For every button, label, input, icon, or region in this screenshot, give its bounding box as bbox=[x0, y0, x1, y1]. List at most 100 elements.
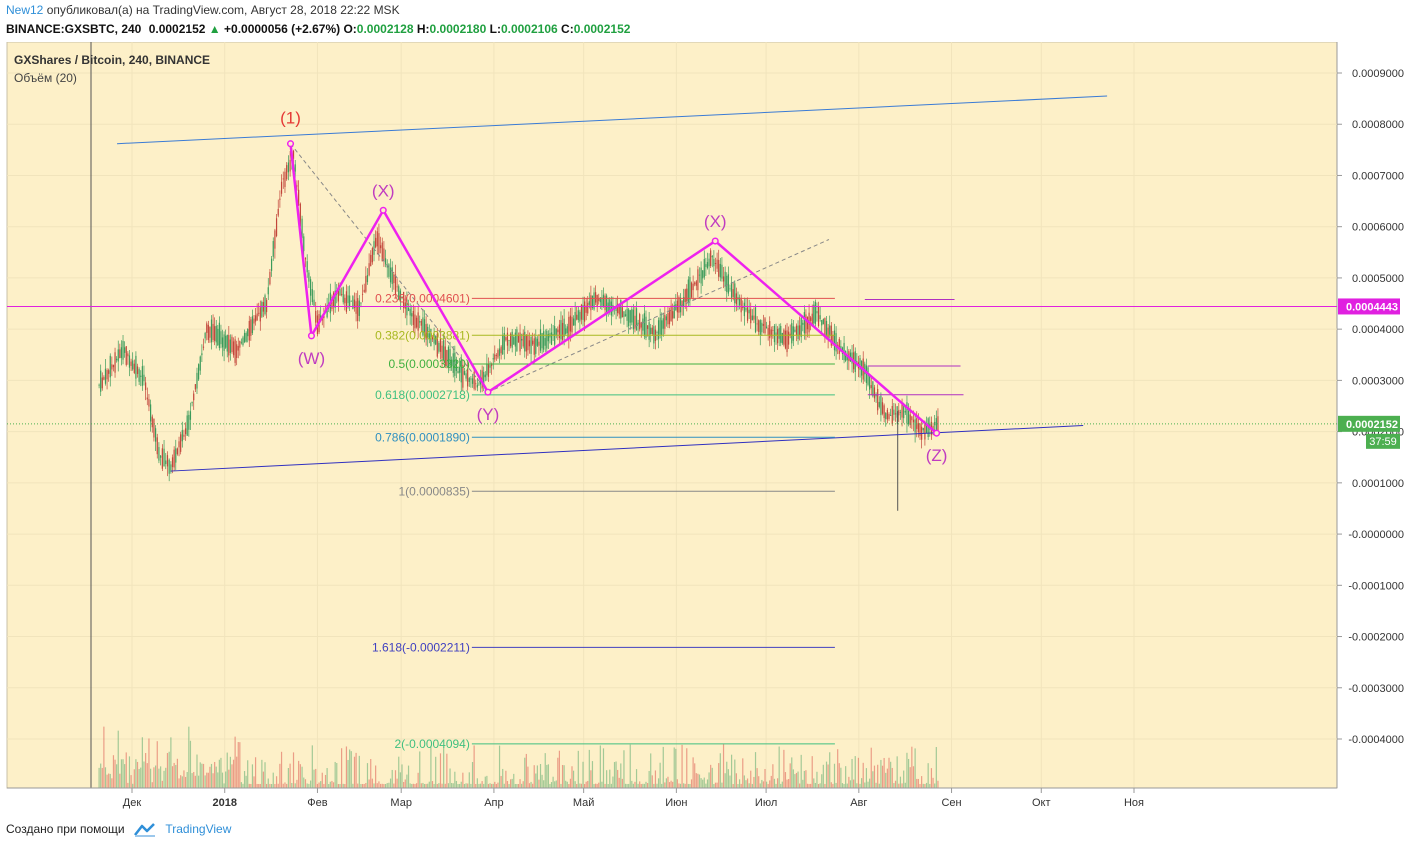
volume-bar bbox=[510, 779, 512, 788]
volume-bar bbox=[679, 783, 682, 788]
volume-bar bbox=[492, 783, 494, 788]
candle-body bbox=[127, 353, 129, 357]
candle-body bbox=[315, 310, 317, 323]
price-axis[interactable] bbox=[1337, 42, 1412, 788]
volume-bar bbox=[585, 781, 587, 788]
candle-body bbox=[358, 300, 360, 316]
volume-bar bbox=[689, 783, 691, 788]
volume-bar bbox=[792, 769, 794, 788]
tradingview-link[interactable]: TradingView bbox=[165, 822, 232, 836]
candle-body bbox=[473, 371, 475, 389]
candle-body bbox=[145, 382, 147, 390]
fib-level-label: 0.786(0.0001890) bbox=[375, 430, 470, 444]
volume-bar bbox=[196, 754, 198, 788]
candle-body bbox=[399, 290, 401, 302]
candle-body bbox=[423, 319, 426, 339]
volume-bar bbox=[684, 783, 686, 788]
x-tick-label: Июл bbox=[755, 797, 777, 809]
volume-bar bbox=[788, 779, 790, 788]
candle-body bbox=[186, 415, 188, 436]
candle-body bbox=[656, 331, 658, 333]
candle-body bbox=[899, 412, 902, 413]
volume-bar bbox=[217, 772, 219, 788]
candle-body bbox=[583, 301, 586, 322]
plot-area[interactable] bbox=[6, 42, 1338, 789]
symbol-label: BINANCE:GXSBTC, 240 bbox=[6, 22, 142, 36]
candle-body bbox=[935, 418, 937, 434]
volume-bar bbox=[907, 758, 910, 788]
candle-body bbox=[253, 318, 255, 324]
volume-bar bbox=[258, 783, 260, 788]
volume-bar bbox=[292, 752, 295, 788]
volume-bar bbox=[667, 776, 669, 788]
candle-body bbox=[431, 337, 434, 340]
volume-bar bbox=[706, 779, 709, 788]
candle-body bbox=[407, 307, 410, 311]
volume-bar bbox=[751, 783, 753, 788]
candle-body bbox=[618, 303, 620, 315]
candle-body bbox=[718, 259, 720, 277]
candle-body bbox=[827, 327, 829, 339]
volume-bar bbox=[547, 764, 549, 788]
volume-bar bbox=[587, 780, 589, 788]
candle-body bbox=[511, 331, 513, 348]
volume-bar bbox=[193, 771, 195, 788]
low-value: 0.0002106 bbox=[500, 22, 558, 36]
volume-bar bbox=[127, 782, 129, 788]
volume-bar bbox=[817, 783, 820, 788]
candle-body bbox=[446, 350, 448, 367]
volume-bar bbox=[646, 783, 649, 788]
candle-body bbox=[119, 349, 121, 359]
candle-body bbox=[833, 330, 836, 351]
volume-bar bbox=[890, 761, 892, 788]
candle-body bbox=[183, 434, 185, 437]
volume-bar bbox=[596, 783, 598, 788]
candle-body bbox=[786, 330, 788, 353]
candle-body bbox=[721, 264, 723, 279]
volume-bar bbox=[242, 783, 244, 788]
volume-bar bbox=[838, 763, 840, 788]
volume-bar bbox=[829, 752, 831, 788]
candle-body bbox=[783, 329, 785, 345]
candle-body bbox=[746, 307, 749, 321]
volume-bar bbox=[628, 783, 630, 788]
volume-bar bbox=[506, 781, 509, 788]
wave-label: (1) bbox=[280, 109, 301, 128]
candle-body bbox=[558, 324, 561, 339]
volume-bar bbox=[171, 766, 174, 788]
author-link[interactable]: New12 bbox=[6, 3, 44, 17]
candle-body bbox=[303, 236, 305, 252]
volume-bar bbox=[443, 747, 445, 788]
candle-body bbox=[292, 150, 295, 159]
volume-bar bbox=[664, 782, 666, 788]
volume-bar bbox=[864, 782, 866, 788]
candle-body bbox=[468, 378, 470, 382]
volume-bar bbox=[116, 764, 118, 788]
candle-body bbox=[114, 352, 116, 373]
candle-body bbox=[590, 295, 592, 311]
volume-bar bbox=[851, 758, 853, 788]
volume-bar bbox=[168, 751, 170, 788]
candle-body bbox=[635, 308, 638, 331]
volume-bar bbox=[806, 783, 809, 788]
volume-bar bbox=[401, 764, 403, 788]
volume-bar bbox=[275, 776, 278, 788]
candle-body bbox=[642, 318, 644, 331]
volume-bar bbox=[394, 770, 397, 788]
candle-body bbox=[116, 358, 118, 361]
candle-body bbox=[100, 370, 102, 392]
volume-bar bbox=[729, 775, 731, 788]
candle-body bbox=[872, 381, 874, 397]
volume-bar bbox=[854, 756, 856, 788]
candle-body bbox=[201, 353, 203, 356]
volume-bar bbox=[530, 781, 532, 788]
candle-body bbox=[538, 341, 540, 346]
candle-body bbox=[903, 406, 905, 419]
candle-body bbox=[799, 325, 801, 336]
candle-body bbox=[524, 331, 526, 352]
candle-body bbox=[802, 322, 804, 325]
candle-body bbox=[349, 295, 351, 307]
price-chart[interactable]: 0.236(0.0004601) 0.382(0.0003881) 0.5(0.00… bbox=[0, 42, 1412, 818]
volume-bar bbox=[865, 768, 868, 788]
volume-bar bbox=[436, 783, 438, 788]
